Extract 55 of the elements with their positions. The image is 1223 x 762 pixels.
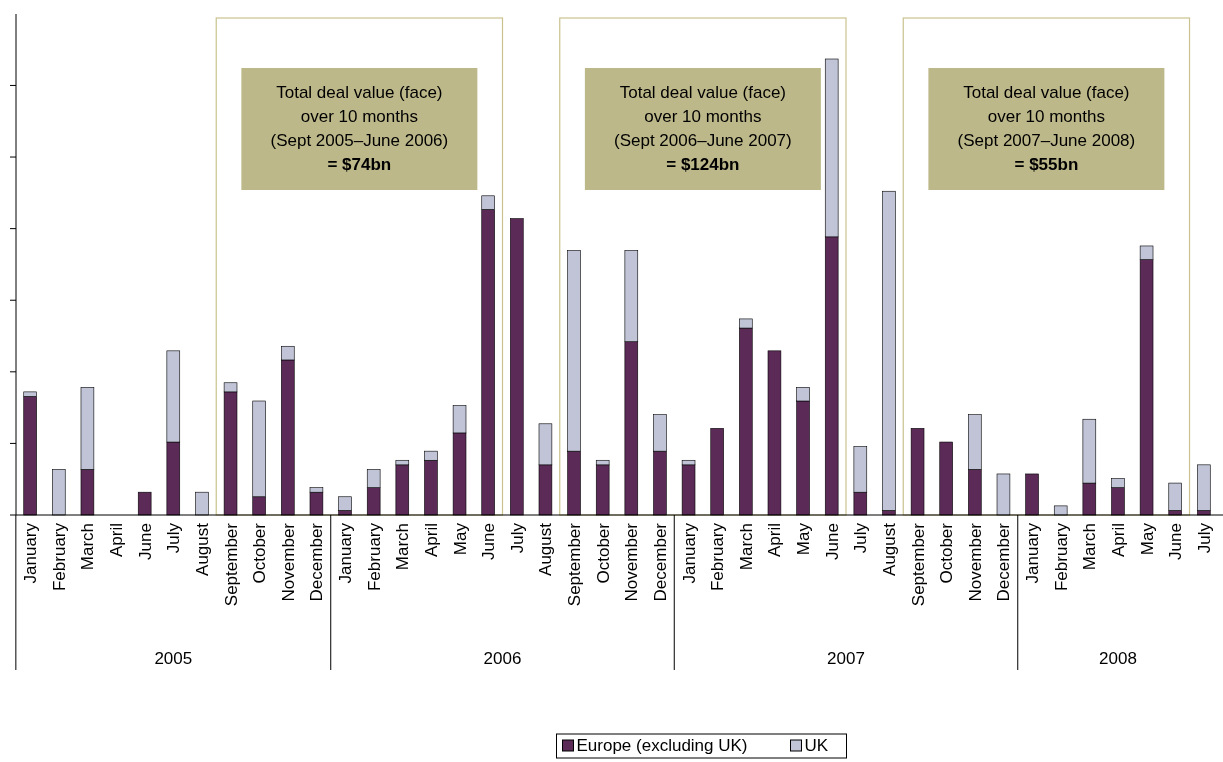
x-tick-label: August	[879, 522, 899, 576]
x-tick-label: July	[1194, 522, 1214, 554]
bar	[1168, 482, 1182, 511]
x-tick-label: May	[794, 522, 814, 556]
x-tick-label: April	[765, 523, 785, 558]
x-tick-label: March	[393, 523, 413, 571]
x-tick-label: June	[479, 523, 499, 560]
x-tick-label: April	[107, 523, 127, 558]
x-tick-label: September	[221, 522, 241, 607]
x-tick-label: August	[192, 522, 212, 576]
x-tick-label: November	[965, 522, 985, 602]
x-tick-label: June	[822, 523, 842, 560]
annotation: Total deal value (face) over 10 months (Sept 2007–June 2008) = $55bn	[957, 83, 1136, 174]
bar	[338, 496, 352, 511]
x-tick-label: December	[307, 522, 327, 602]
text: 2006	[483, 649, 522, 668]
annotation: Total deal value (face) over 10 months (Sept 2006–June 2007) = $124bn	[614, 83, 792, 174]
bar	[882, 190, 896, 511]
legend-label: UK	[804, 736, 829, 755]
x-tick-label: January	[679, 522, 699, 584]
x-tick-label: February	[1051, 522, 1071, 592]
x-tick-label: January	[336, 522, 356, 584]
x-tick-label: April	[421, 523, 441, 558]
x-tick-label: June	[135, 523, 155, 560]
x-tick-label: September	[908, 522, 928, 607]
text: 2005	[154, 649, 193, 668]
x-tick-label: October	[937, 522, 957, 584]
x-tick-label: December	[650, 522, 670, 602]
legend-label: Europe (excluding UK)	[576, 736, 748, 755]
x-tick-label: November	[622, 522, 642, 602]
x-tick-label: February	[364, 522, 384, 592]
x-tick-label: September	[565, 522, 585, 607]
x-tick-label: August	[536, 522, 556, 576]
x-tick-label: April	[1108, 523, 1128, 558]
x-tick-label: February	[708, 522, 728, 592]
x-tick-label: July	[851, 522, 871, 554]
x-tick-label: December	[994, 522, 1014, 602]
x-tick-label: March	[78, 523, 98, 571]
x-tick-label: January	[1023, 522, 1043, 584]
text: 2007	[827, 649, 865, 668]
x-tick-label: May	[450, 522, 470, 556]
x-tick-label: July	[164, 522, 184, 554]
x-tick-label: March	[736, 523, 756, 571]
x-tick-label: March	[1080, 523, 1100, 571]
annotation: Total deal value (face) over 10 months (Sept 2005–June 2006) = $74bn	[270, 83, 449, 174]
x-tick-label: January	[21, 522, 41, 584]
text: 2008	[1099, 649, 1137, 668]
x-tick-label: October	[593, 522, 613, 584]
x-tick-label: May	[1137, 522, 1157, 556]
x-tick-label: November	[278, 522, 298, 602]
x-tick-label: July	[507, 522, 527, 554]
x-tick-label: February	[49, 522, 69, 592]
x-tick-label: June	[1166, 523, 1186, 560]
bar	[1197, 464, 1211, 511]
x-tick-label: October	[250, 522, 270, 584]
